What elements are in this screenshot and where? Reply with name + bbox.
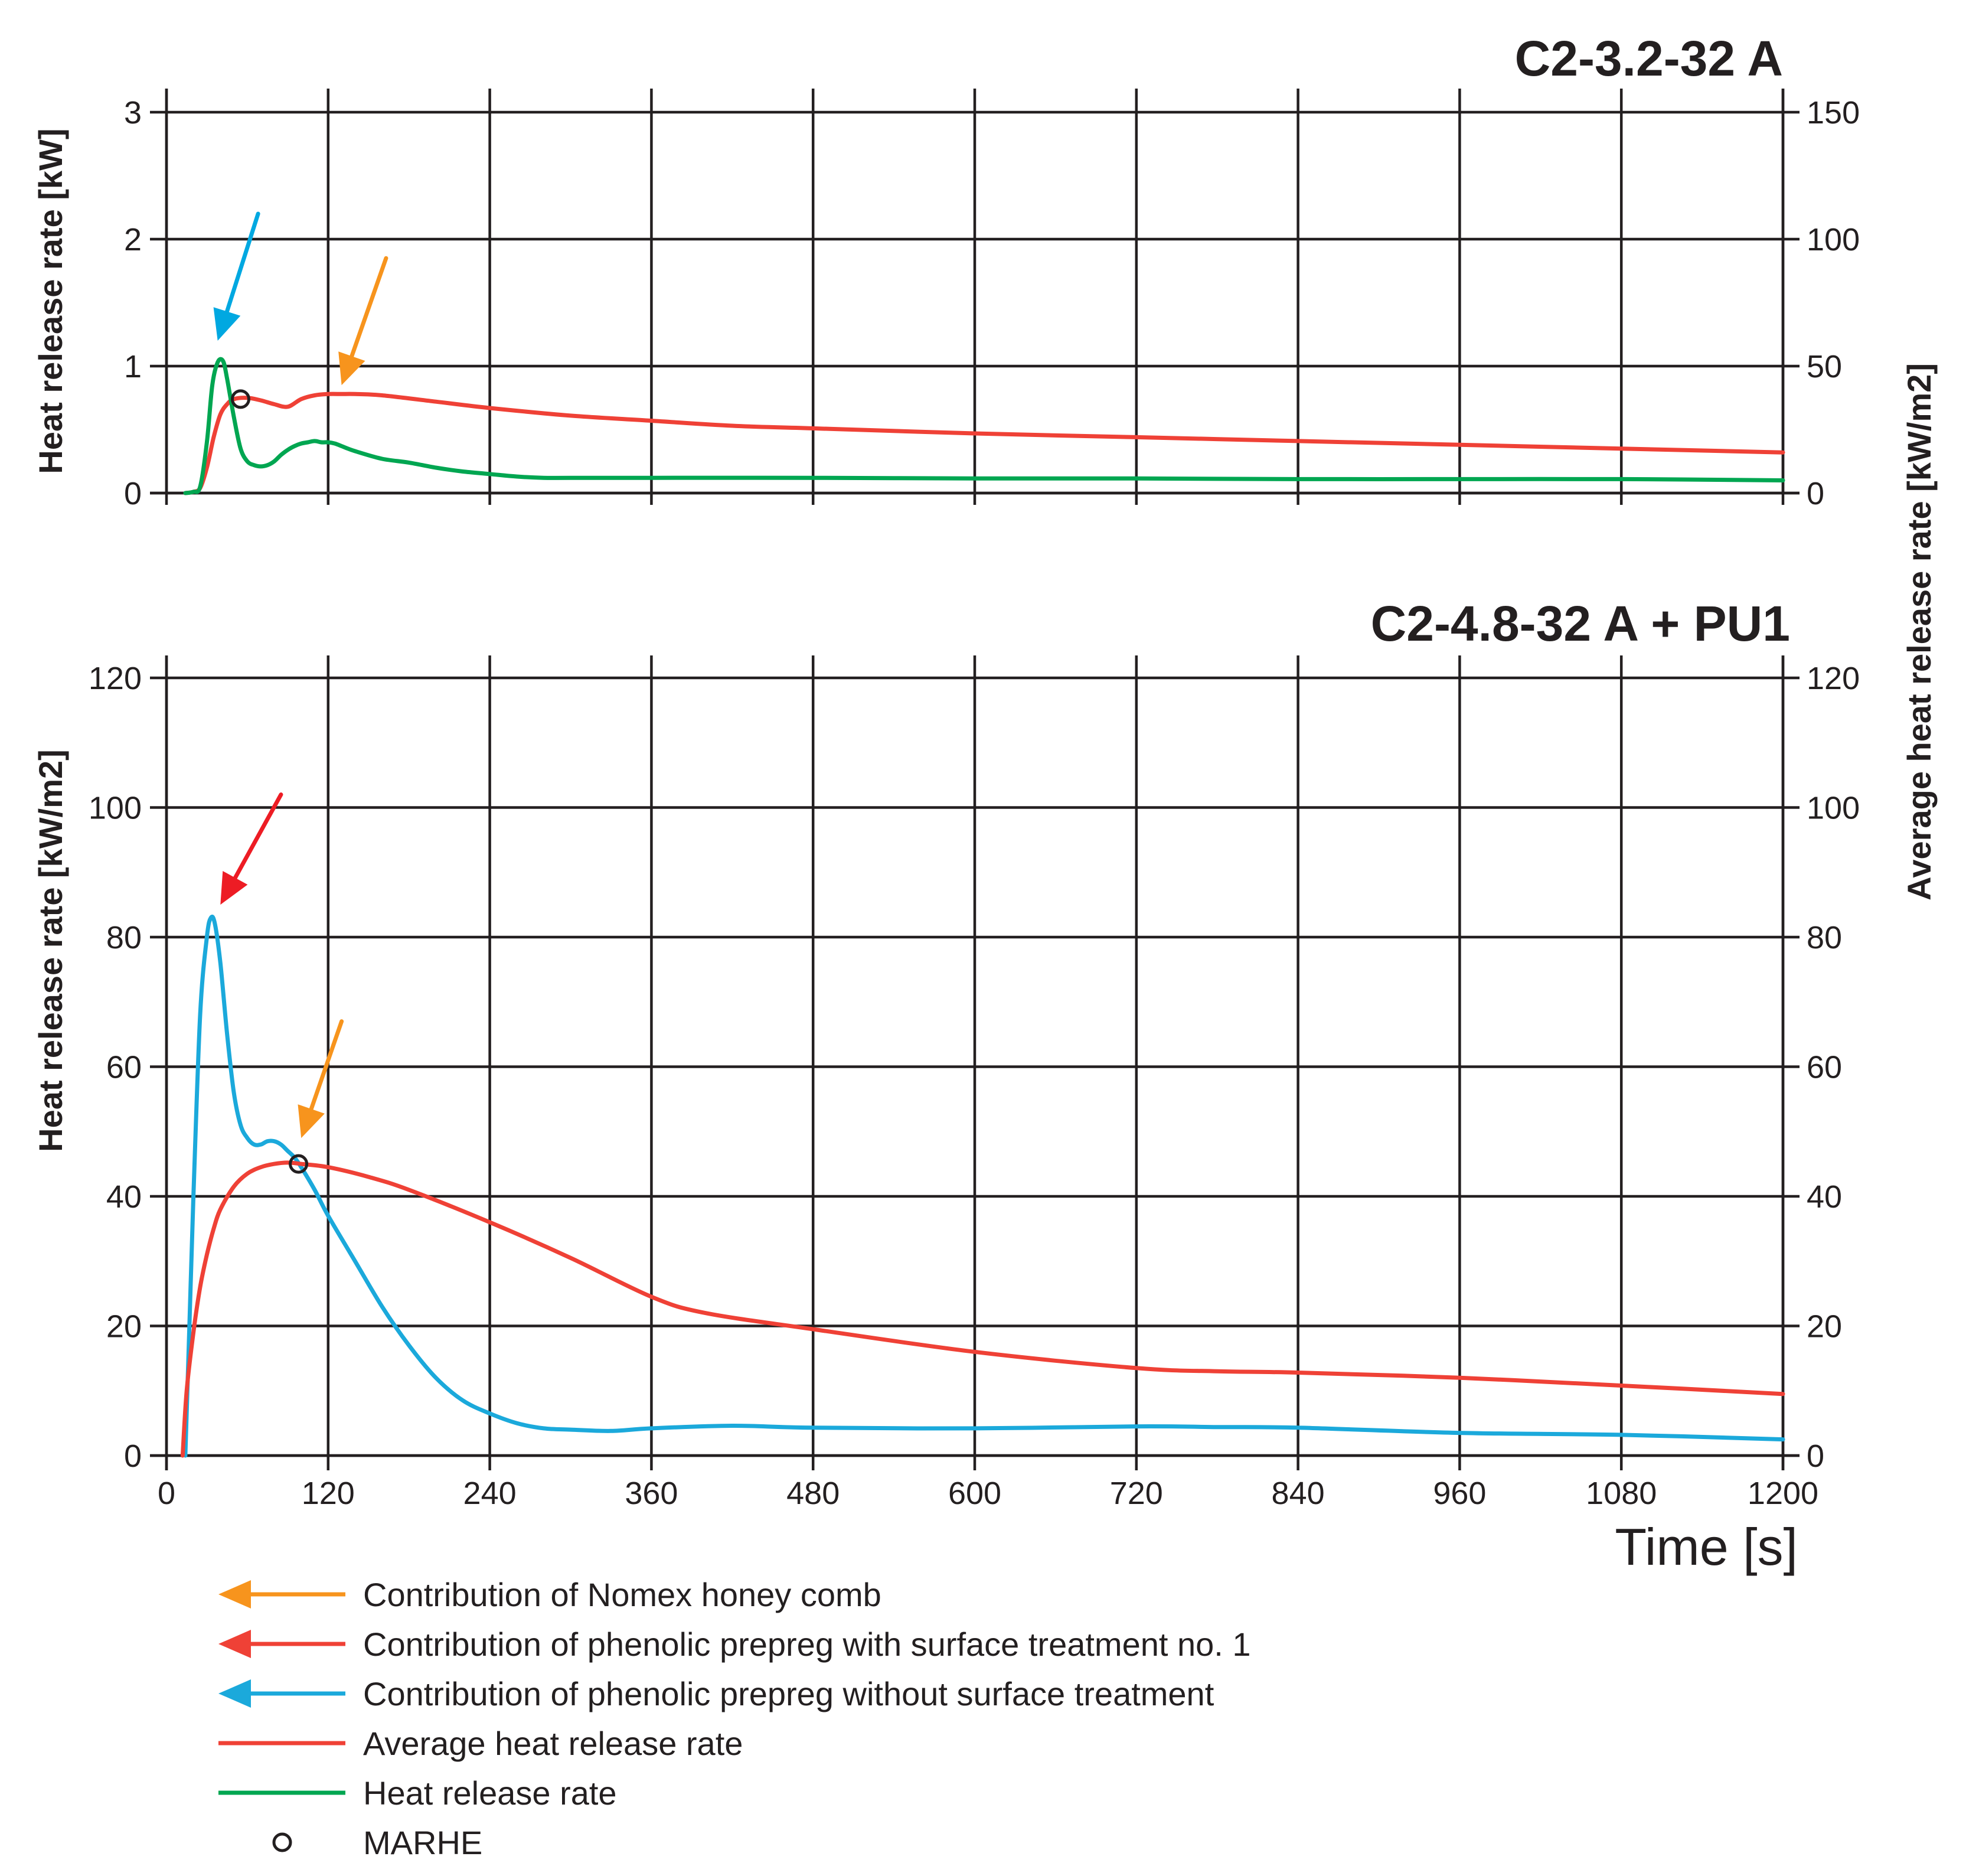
right-y-tick-label: 0 [1807,476,1824,511]
marhe-marker [230,389,250,409]
right-y-tick-label: 50 [1807,349,1842,384]
legend-item: Heat release rate [218,1774,617,1812]
annotation-arrow-1 [213,211,260,341]
legend-label: Contribution of phenolic prepreg without… [363,1675,1214,1712]
annotation-arrow-2-shaft [308,1019,344,1114]
left-y-tick-label: 0 [124,476,142,511]
top-series-group [183,357,1785,495]
right-y-tick-label: 80 [1807,920,1842,955]
right-y-tick-label: 150 [1807,95,1860,130]
annotation-arrow-1-head [220,871,248,905]
annotation-arrow-2-head [338,351,365,386]
left-y-tick-label: 60 [106,1050,142,1085]
bottom-chart-panel: 0 20 40 60 80 100 120 0 20 40 60 80 100 120 0 120 240 3… [32,596,1860,1576]
series-heat-release-rate [183,357,1785,495]
top-gridlines [150,89,1800,505]
series-line [183,391,1785,495]
x-tick-label: 720 [1110,1476,1163,1511]
legend-label: Heat release rate [363,1774,617,1812]
left-y-tick-label: 0 [124,1438,142,1474]
legend-label: Contribution of Nomex honey comb [363,1576,881,1613]
series-line [180,1160,1785,1458]
legend-item: Average heat release rate [218,1725,743,1762]
series-line [183,357,1785,495]
x-tick-label: 1200 [1748,1476,1818,1511]
top-chart-panel: 0 1 2 3 0 50 100 150 C2-3.2-32 A Heat release … [32,31,1860,511]
annotation-arrow-1 [220,792,283,905]
bottom-chart-title: C2-4.8-32 A + PU1 [1371,596,1790,651]
x-tick-label: 840 [1272,1476,1325,1511]
right-y-tick-label: 100 [1807,222,1860,257]
right-y-tick-label: 20 [1807,1309,1842,1345]
series-average-heat-release-rate [183,391,1785,495]
legend-circle-swatch [272,1832,292,1852]
x-tick-label: 600 [948,1476,1001,1511]
legend-item: Contribution of phenolic prepreg with su… [218,1626,1251,1663]
x-axis-title: Time [s] [1615,1518,1798,1576]
legend-label: Contribution of phenolic prepreg with su… [363,1626,1251,1663]
x-tick-label: 240 [463,1476,517,1511]
annotation-arrow-1-shaft [224,211,260,316]
bottom-right-y-ticks: 0 20 40 60 80 100 120 [1807,661,1860,1474]
annotation-arrow-2-head [298,1104,325,1138]
left-y-tick-label: 120 [89,661,142,696]
marhe-marker [289,1154,309,1174]
right-y-tick-label: 100 [1807,791,1860,826]
left-y-tick-label: 20 [106,1309,142,1345]
right-y-tick-label: 0 [1807,1438,1824,1474]
left-y-tick-label: 3 [124,95,142,130]
right-y-tick-label: 60 [1807,1050,1842,1085]
right-y-tick-label: 40 [1807,1179,1842,1215]
right-y-axis-title: Average heat release rate [kW/m2] [1900,363,1938,901]
left-y-tick-label: 1 [124,349,142,384]
top-annotations [213,211,388,409]
left-y-tick-label: 80 [106,920,142,955]
legend: Contribution of Nomex honey comb Contribu… [218,1576,1251,1861]
annotation-arrow-1-shaft [231,792,283,882]
left-y-tick-label: 2 [124,222,142,257]
legend-item: Contribution of Nomex honey comb [218,1576,881,1613]
x-tick-label: 960 [1433,1476,1486,1511]
annotation-arrow-2 [298,1019,344,1138]
bottom-series-group [180,914,1785,1458]
bottom-left-y-axis-title: Heat release rate [kW/m2] [32,749,69,1152]
legend-label: Average heat release rate [363,1725,743,1762]
annotation-arrow-2 [338,256,388,386]
x-tick-label: 0 [158,1476,175,1511]
legend-item: Contribution of phenolic prepreg without… [218,1675,1214,1712]
x-tick-label: 1080 [1586,1476,1657,1511]
top-right-y-ticks: 0 50 100 150 [1807,95,1860,511]
left-y-tick-label: 40 [106,1179,142,1215]
x-tick-label: 480 [786,1476,840,1511]
legend-arrow-head [218,1580,251,1609]
legend-arrow-head [218,1679,251,1708]
x-tick-label: 360 [625,1476,678,1511]
annotation-arrow-2-shaft [348,256,388,361]
bottom-gridlines [150,655,1800,1470]
top-left-y-ticks: 0 1 2 3 [124,95,142,511]
top-chart-title: C2-3.2-32 A [1515,31,1783,86]
legend-label: MARHE [363,1824,482,1861]
bottom-left-y-ticks: 0 20 40 60 80 100 120 [89,661,142,1474]
left-y-tick-label: 100 [89,791,142,826]
series-line [183,914,1785,1458]
top-left-y-axis-title: Heat release rate [kW] [32,128,69,474]
series-average-heat-release-rate [180,1160,1785,1458]
bottom-x-ticks: 0 120 240 360 480 600 720 840 960 1080 1200 [158,1476,1818,1511]
legend-item: MARHE [272,1824,482,1861]
legend-arrow-head [218,1630,251,1658]
series-heat-release-rate [183,914,1785,1458]
annotation-arrow-1-head [213,307,241,341]
x-tick-label: 120 [302,1476,355,1511]
right-y-tick-label: 120 [1807,661,1860,696]
bottom-annotations [220,792,344,1174]
